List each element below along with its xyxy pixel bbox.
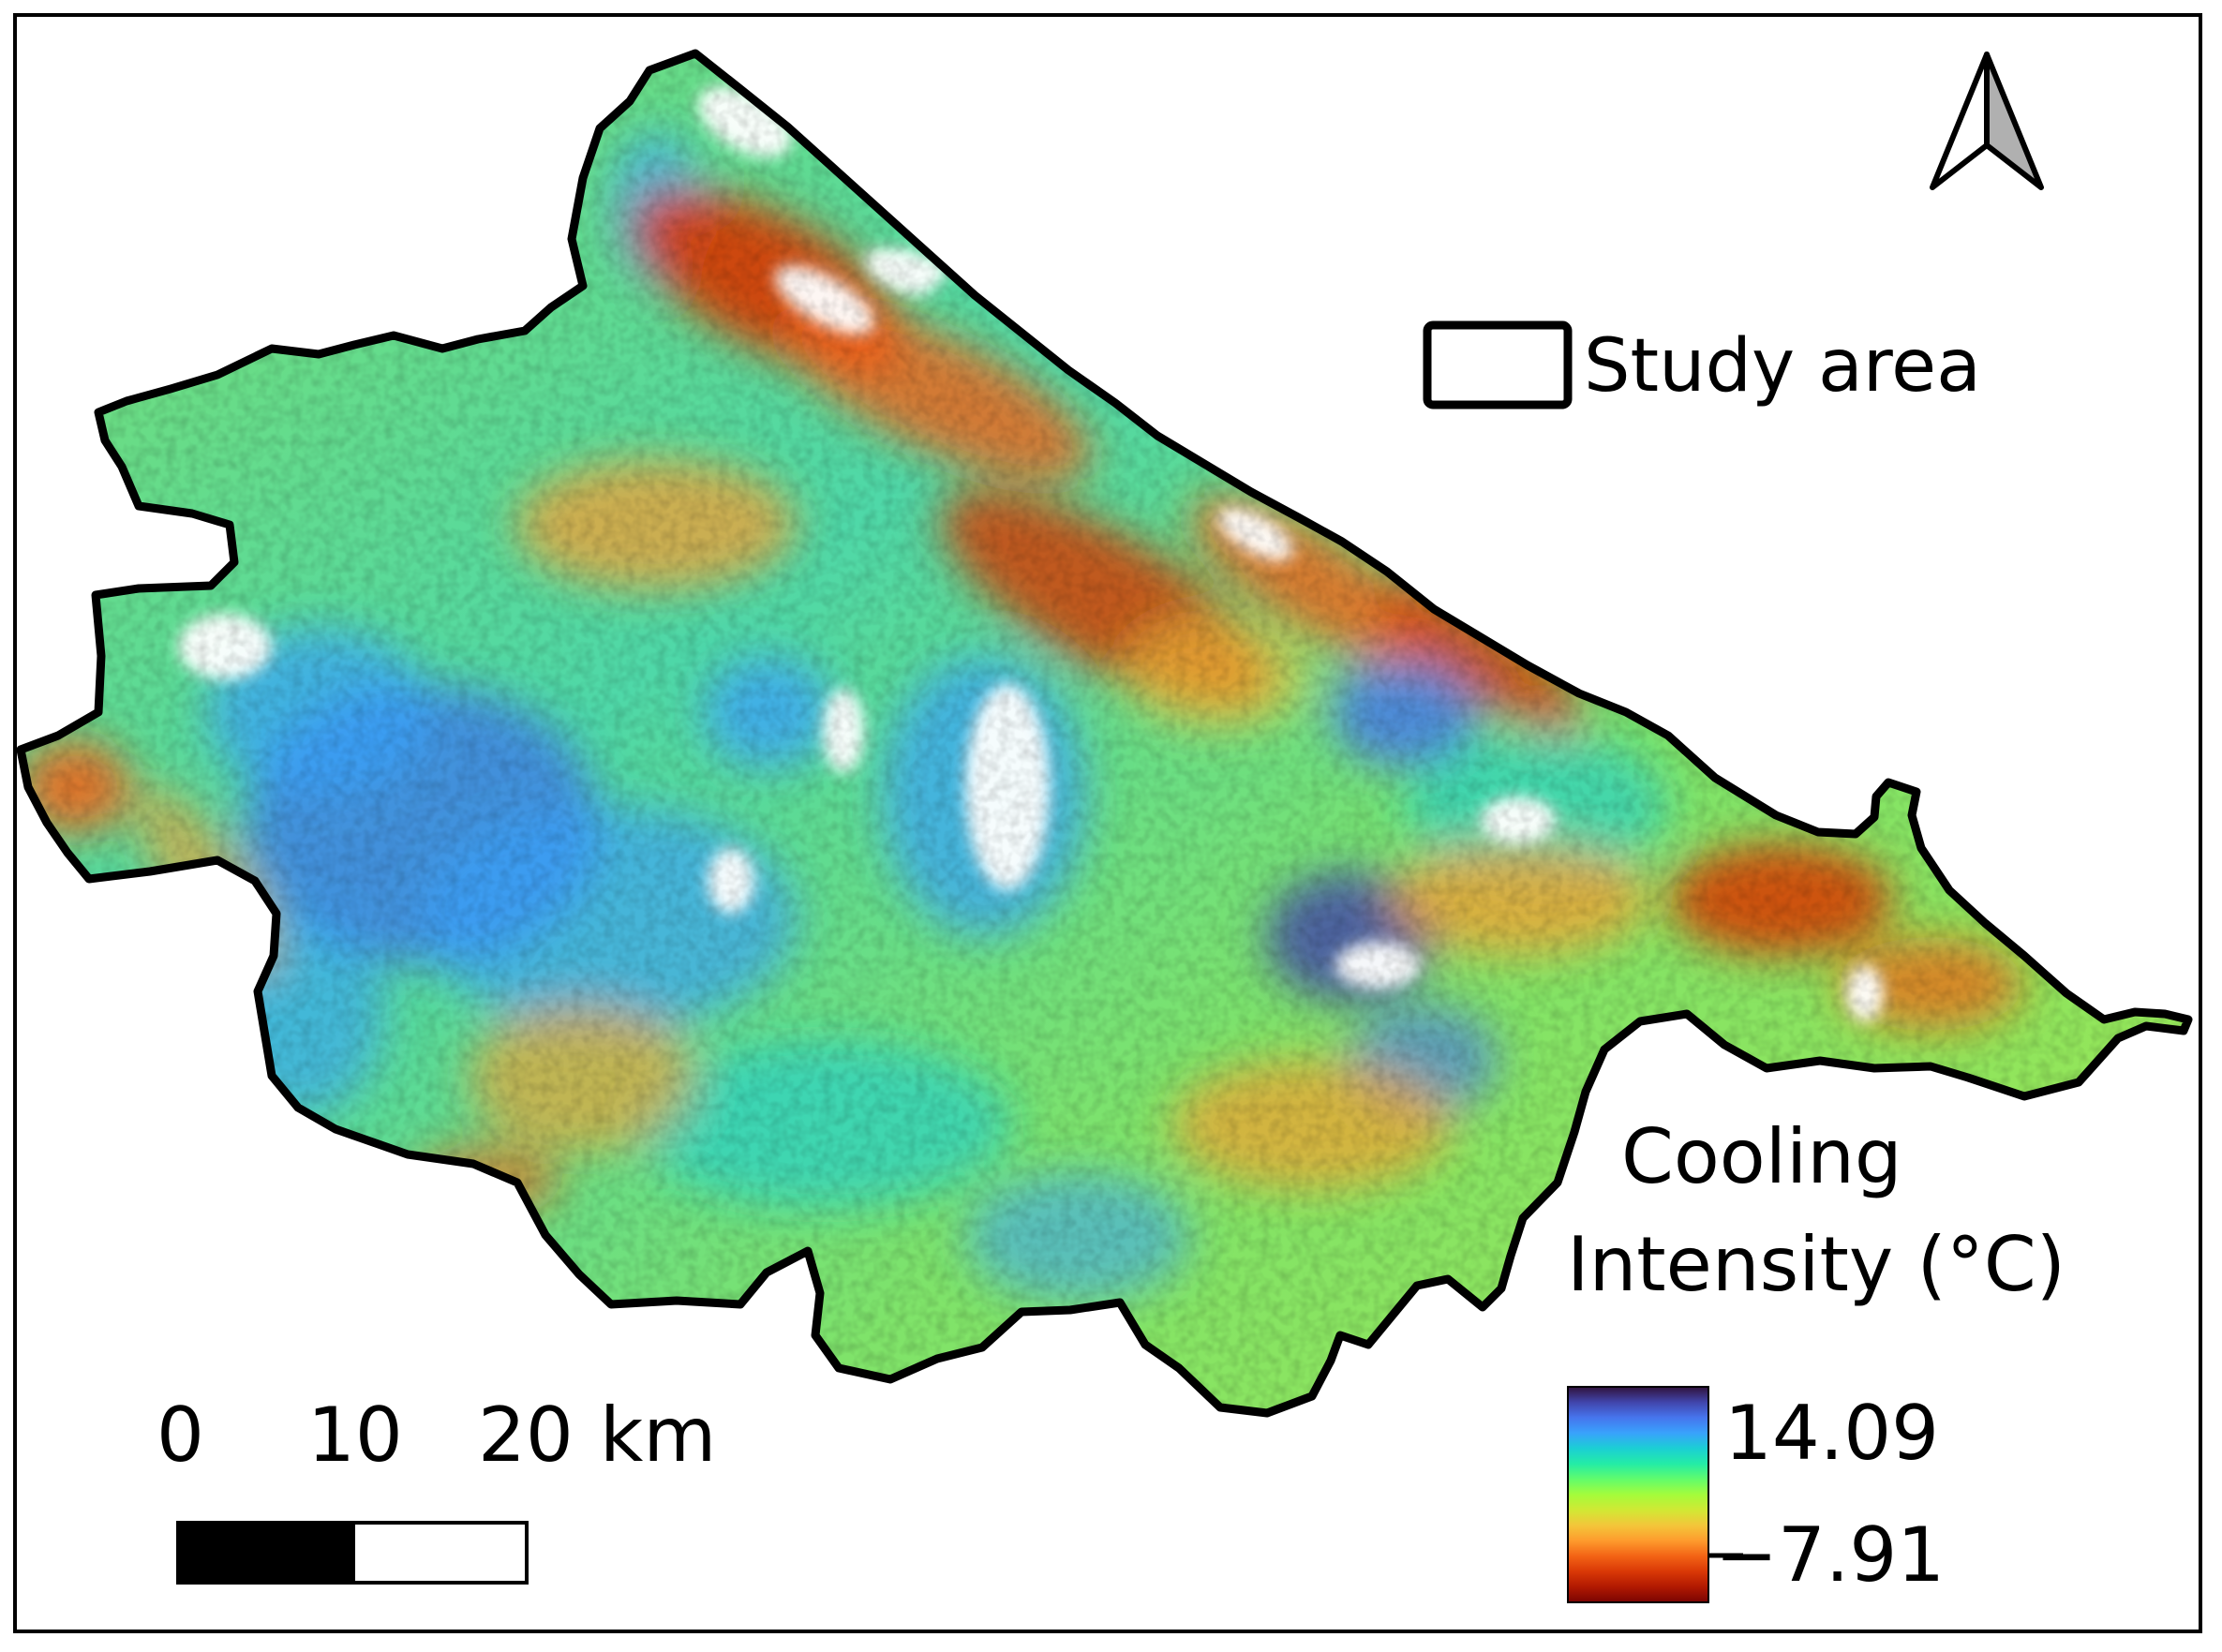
- scale-bar-segment-1: [176, 1521, 355, 1585]
- colorbar-min-label: −7.91: [1715, 1511, 1946, 1599]
- scale-bar-segment-2: [351, 1521, 529, 1585]
- study-area-boundary: [16, 49, 2193, 1418]
- scale-bar-unit: km: [600, 1392, 717, 1479]
- colorbar: [1567, 1386, 1709, 1603]
- scale-bar-label-20: 20: [478, 1392, 574, 1479]
- scale-bar: [176, 1521, 529, 1585]
- colorbar-title-line2: Intensity (°C): [1567, 1221, 2065, 1308]
- north-arrow-icon: [1930, 52, 2044, 190]
- study-area-legend-label: Study area: [1584, 324, 1981, 409]
- colorbar-max-label: 14.09: [1724, 1390, 1940, 1477]
- study-area-legend-swatch: [1423, 320, 1573, 409]
- scale-bar-label-0: 0: [157, 1392, 204, 1479]
- colorbar-title-line1: Cooling: [1621, 1113, 1902, 1200]
- scale-bar-label-10: 10: [307, 1392, 403, 1479]
